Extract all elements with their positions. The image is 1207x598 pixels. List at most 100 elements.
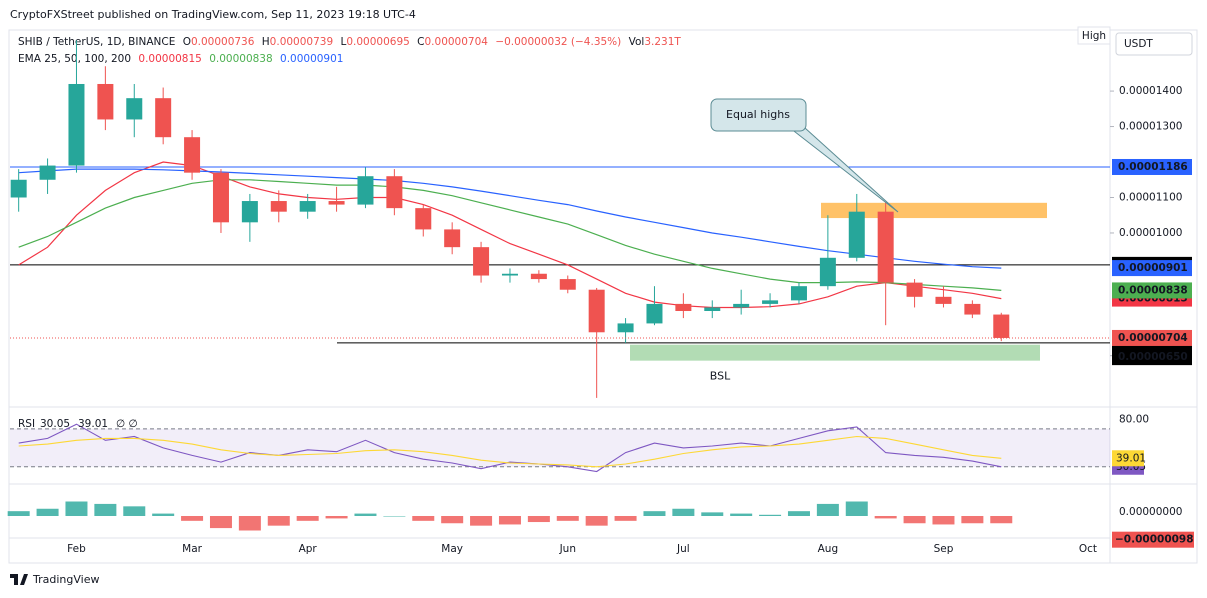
- symbol: SHIB / TetherUS, 1D, BINANCE: [18, 36, 175, 48]
- candle-body: [617, 323, 634, 333]
- candle-body: [935, 296, 952, 304]
- high-button-label[interactable]: High: [1082, 30, 1106, 42]
- ema-line: [18, 168, 1002, 269]
- candle-body: [964, 303, 981, 315]
- candle-body: [675, 303, 692, 312]
- currency-button-label[interactable]: USDT: [1124, 38, 1153, 50]
- candle-body: [993, 314, 1010, 338]
- candle-body: [819, 257, 836, 287]
- price-tag: [1112, 349, 1192, 366]
- x-tick-label: Oct: [1079, 543, 1097, 555]
- macd-bar: [7, 511, 30, 516]
- ohlc-key: H: [262, 36, 270, 48]
- high-button[interactable]: [1077, 26, 1111, 45]
- x-tick-label: Sep: [934, 543, 954, 555]
- candle-body: [733, 303, 750, 308]
- price-tag-label: 0.00001186: [1118, 161, 1188, 173]
- rsi-tag-label: 39.01: [1116, 452, 1146, 464]
- rsi-band: [10, 428, 1110, 467]
- candle-body: [877, 211, 894, 283]
- macd-bar: [498, 516, 521, 525]
- macd-bar: [383, 516, 406, 517]
- zone-label: BSL: [710, 370, 731, 383]
- rsi-tag: [1112, 450, 1144, 467]
- candle-body: [39, 165, 56, 180]
- ohlc-value: 0.00000736: [191, 36, 255, 48]
- ema-tag: [1112, 260, 1192, 277]
- macd-bar: [701, 512, 724, 516]
- rsi-title: RSI: [18, 418, 35, 430]
- rsi-legend-value: 30.05: [40, 418, 70, 430]
- macd-bar: [325, 516, 348, 519]
- candle-body: [762, 300, 779, 304]
- last-price-tag: [1112, 329, 1192, 346]
- macd-bar: [816, 503, 839, 516]
- ema-tag-label: 0.00000838: [1118, 284, 1188, 296]
- macd-bar: [470, 516, 493, 526]
- ohlc-key: O: [183, 36, 191, 48]
- ohlc-value: 0.00000739: [270, 36, 333, 48]
- candle-body: [790, 286, 807, 301]
- y-tick-label: 0.00001000: [1119, 227, 1182, 239]
- currency-button[interactable]: [1115, 32, 1193, 56]
- macd-bar: [903, 516, 926, 524]
- candle-body: [704, 307, 721, 312]
- ema-title: EMA 25, 50, 100, 200: [18, 53, 131, 65]
- ohlc-value: 0.00000704: [425, 36, 489, 48]
- rsi-legend-extra: ∅ ∅: [116, 418, 138, 430]
- ema-value: 0.00000815: [138, 53, 201, 65]
- price-tag: [1112, 158, 1192, 175]
- macd-bar: [643, 511, 666, 516]
- macd-tag: [1112, 531, 1194, 548]
- candle-body: [501, 273, 518, 276]
- candle-body: [559, 279, 576, 290]
- candle-body: [444, 229, 461, 248]
- volume-key: Vol: [629, 36, 645, 48]
- x-tick-label: Feb: [67, 543, 86, 555]
- candle-body: [126, 98, 143, 120]
- candle-body: [155, 98, 172, 138]
- x-tick-label: Jun: [559, 543, 576, 555]
- rsi-tick-label: 80.00: [1119, 413, 1149, 425]
- ema-tag-label: 0.00000901: [1118, 262, 1188, 274]
- ema-value: 0.00000838: [209, 53, 272, 65]
- macd-bar: [614, 516, 637, 521]
- macd-tag-label: −0.00000098: [1115, 534, 1194, 546]
- macd-tick-label: 0.00000000: [1119, 506, 1182, 518]
- candle-body: [357, 176, 374, 205]
- rsi-line: [18, 423, 1002, 473]
- last-price-label: 0.00000704: [1118, 332, 1188, 344]
- candle-body: [848, 211, 865, 258]
- x-tick-label: Jul: [676, 543, 690, 555]
- ohlc-key: L: [340, 36, 346, 48]
- candle-body: [212, 172, 229, 223]
- candle-body: [270, 201, 287, 212]
- candle-body: [68, 83, 85, 166]
- ohlc-value: 0.00000695: [346, 36, 409, 48]
- macd-bar: [209, 516, 232, 529]
- candle-body: [646, 303, 663, 324]
- callout-box: [710, 98, 807, 132]
- candle-body: [299, 201, 316, 212]
- macd-bar: [759, 514, 782, 516]
- volume: 3.231T: [644, 36, 681, 48]
- ema-legend: EMA 25, 50, 100, 200 0.00000815 0.000008…: [18, 53, 343, 65]
- candle-body: [588, 289, 605, 333]
- macd-bar: [990, 516, 1013, 524]
- macd-bar: [874, 516, 897, 519]
- candle-body: [386, 176, 403, 209]
- macd-bar: [585, 516, 608, 526]
- candle-body: [906, 282, 923, 297]
- frame: [8, 29, 1198, 564]
- macd-bar: [238, 516, 261, 531]
- candle-body: [530, 273, 547, 280]
- macd-bar: [527, 516, 550, 523]
- symbol-legend: SHIB / TetherUS, 1D, BINANCE O0.00000736…: [18, 36, 681, 48]
- macd-bar: [123, 506, 146, 516]
- candle-body: [415, 208, 432, 230]
- macd-bar: [181, 516, 204, 521]
- x-tick-label: Apr: [299, 543, 318, 555]
- rsi-legend-value: 39.01: [78, 418, 108, 430]
- x-tick-label: May: [441, 543, 463, 555]
- tv-logo: [10, 574, 28, 585]
